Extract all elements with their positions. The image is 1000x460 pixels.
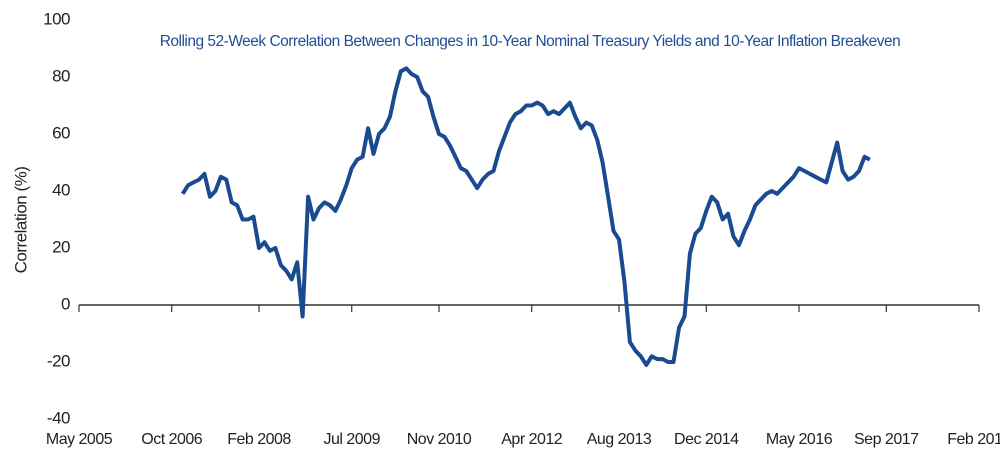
y-tick-label: 100 (43, 9, 70, 28)
x-tick-label: Aug 2013 (587, 431, 652, 448)
y-tick-label: 40 (52, 180, 70, 199)
y-tick-label: 60 (52, 123, 70, 142)
x-tick-label: Nov 2010 (407, 431, 472, 448)
y-tick-label: -40 (47, 408, 70, 427)
x-tick-label: Oct 2006 (141, 431, 203, 448)
chart-title: Rolling 52-Week Correlation Between Chan… (160, 33, 901, 50)
x-tick-label: Apr 2012 (501, 431, 563, 448)
x-tick-label: Sep 2017 (854, 431, 919, 448)
x-tick-label: Feb 2008 (227, 431, 291, 448)
x-tick-label: Jul 2009 (323, 431, 380, 448)
data-line (180, 66, 871, 367)
y-tick-label: 0 (61, 294, 70, 313)
x-tick-label: May 2005 (46, 431, 113, 448)
y-axis-label: Correlation (%) (11, 167, 30, 274)
x-tick-label: May 2016 (766, 431, 833, 448)
x-tick-label: Feb 2019 (947, 431, 1000, 448)
y-tick-label: -20 (47, 351, 70, 370)
x-tick-label: Dec 2014 (674, 431, 739, 448)
y-tick-label: 80 (52, 66, 70, 85)
y-tick-label: 20 (52, 237, 70, 256)
